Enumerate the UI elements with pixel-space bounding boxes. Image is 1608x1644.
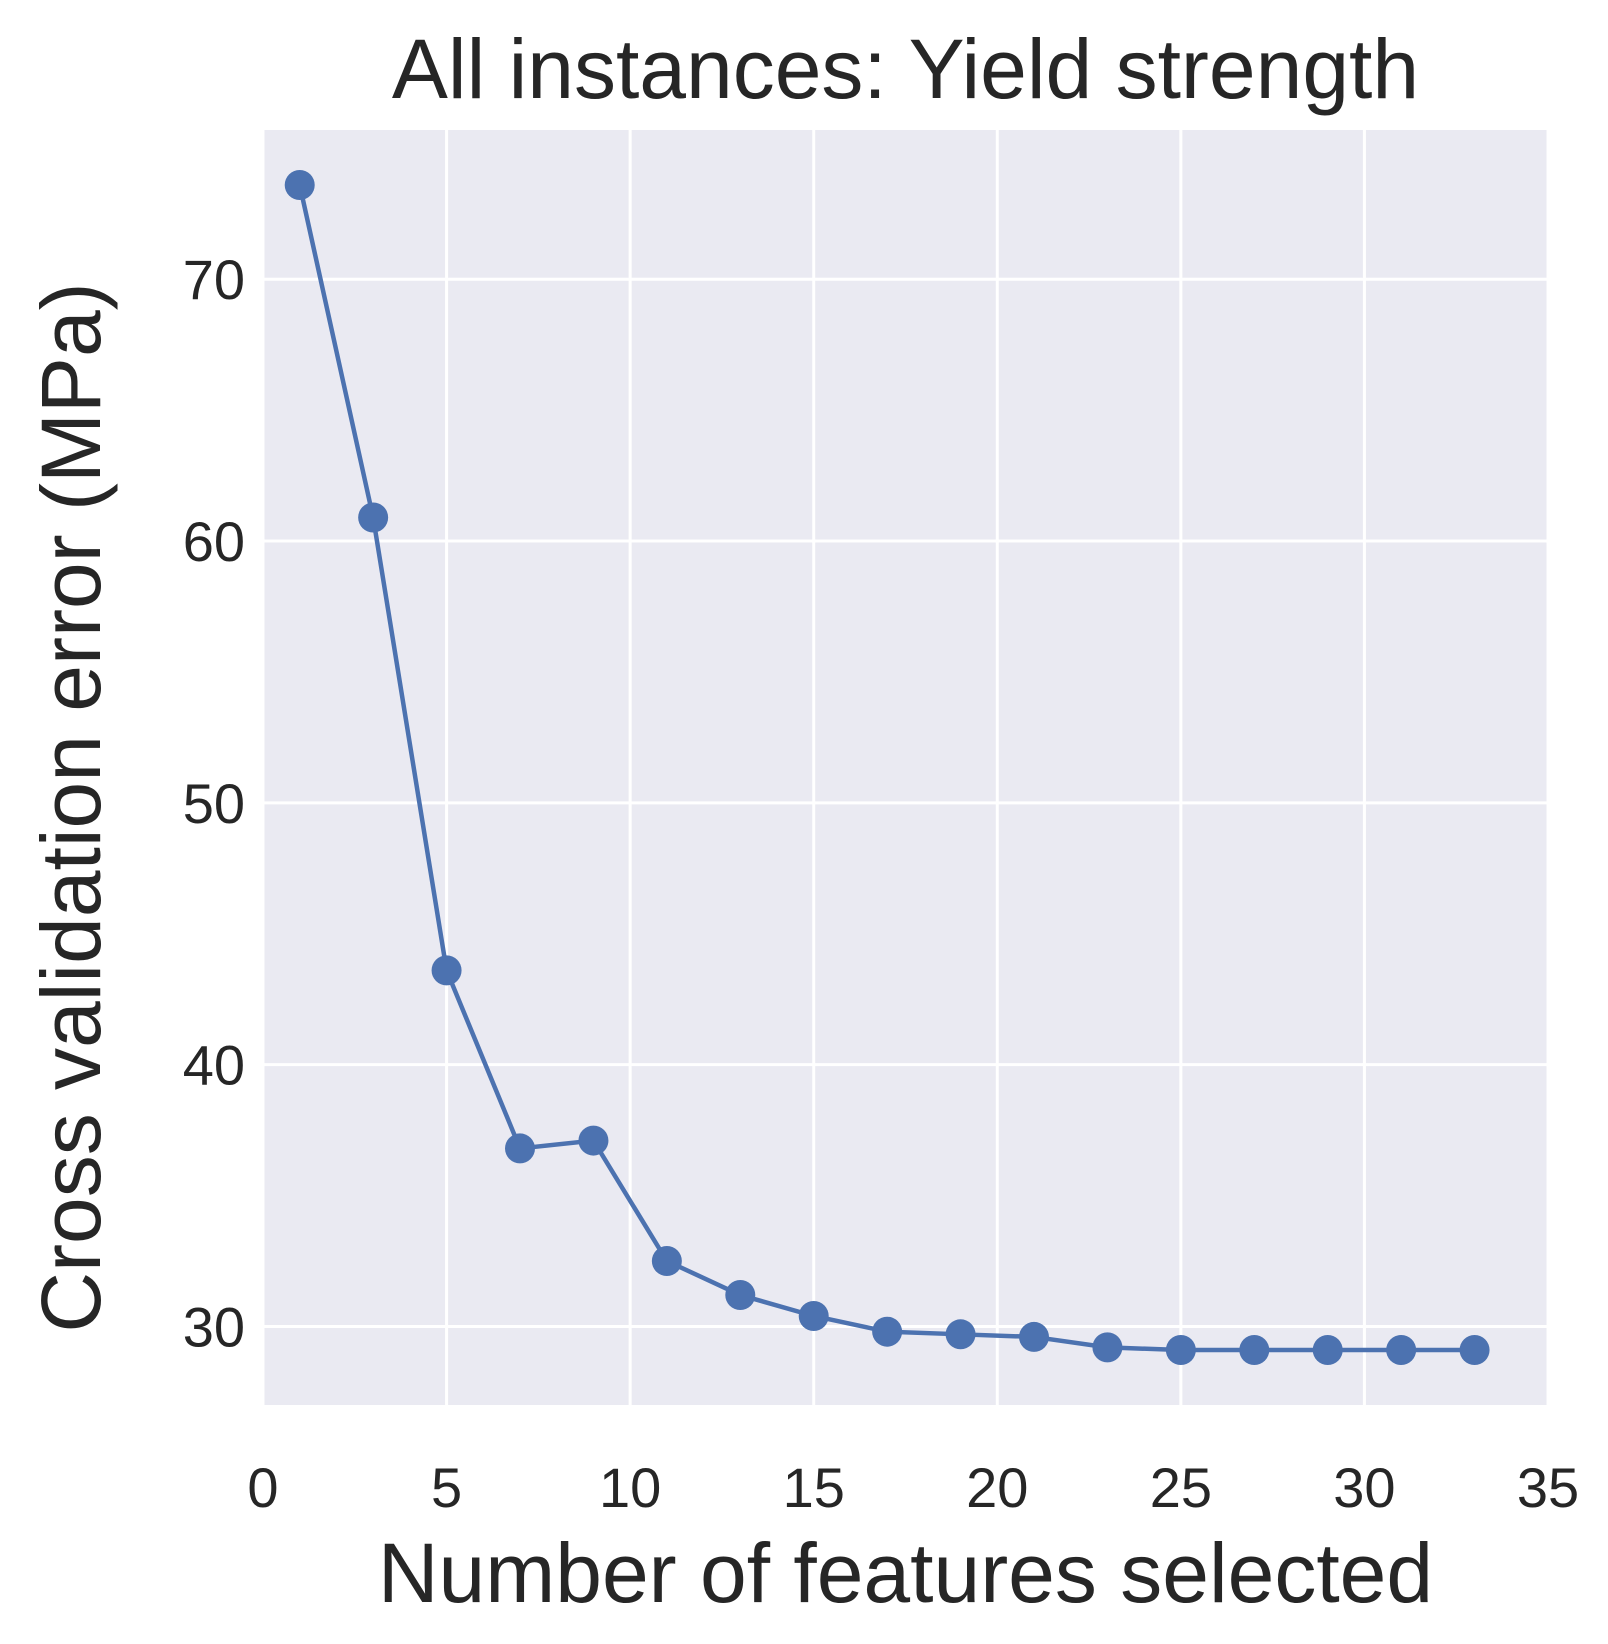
data-point [578, 1125, 609, 1156]
data-point [1092, 1332, 1123, 1363]
y-tick-label: 50 [183, 772, 245, 835]
data-point [1239, 1335, 1270, 1366]
x-tick-label: 0 [247, 1456, 278, 1519]
x-tick-label: 10 [599, 1456, 661, 1519]
x-tick-label: 30 [1333, 1456, 1395, 1519]
data-point [725, 1280, 756, 1311]
data-point [1459, 1335, 1490, 1366]
data-point [505, 1133, 535, 1164]
plot-background [263, 130, 1548, 1405]
data-point [284, 169, 315, 200]
x-tick-label: 15 [783, 1456, 845, 1519]
y-tick-label: 40 [183, 1034, 245, 1097]
data-point [798, 1300, 829, 1331]
x-tick-label: 35 [1517, 1456, 1579, 1519]
x-tick-label: 5 [431, 1456, 462, 1519]
y-tick-label: 70 [183, 248, 245, 311]
chart-title: All instances: Yield strength [392, 22, 1419, 116]
data-point [431, 955, 462, 986]
data-point [872, 1316, 903, 1347]
data-point [1019, 1321, 1049, 1352]
x-tick-label: 25 [1150, 1456, 1212, 1519]
y-axis-label: Cross validation error (MPa) [24, 282, 118, 1332]
y-tick-label: 30 [183, 1295, 245, 1358]
data-point [358, 502, 389, 533]
tick-labels: 0 5 10 15 20 25 30 35 30 40 50 60 70 [183, 248, 1579, 1519]
data-point [1312, 1335, 1343, 1366]
y-tick-label: 60 [183, 510, 245, 573]
data-point [651, 1246, 682, 1277]
series-layer [284, 169, 1490, 1366]
data-point [1386, 1335, 1417, 1366]
x-axis-label: Number of features selected [378, 1526, 1433, 1620]
data-point [1165, 1335, 1196, 1366]
data-point [945, 1319, 976, 1350]
grid-lines [261, 130, 1550, 1405]
x-tick-label: 20 [966, 1456, 1028, 1519]
